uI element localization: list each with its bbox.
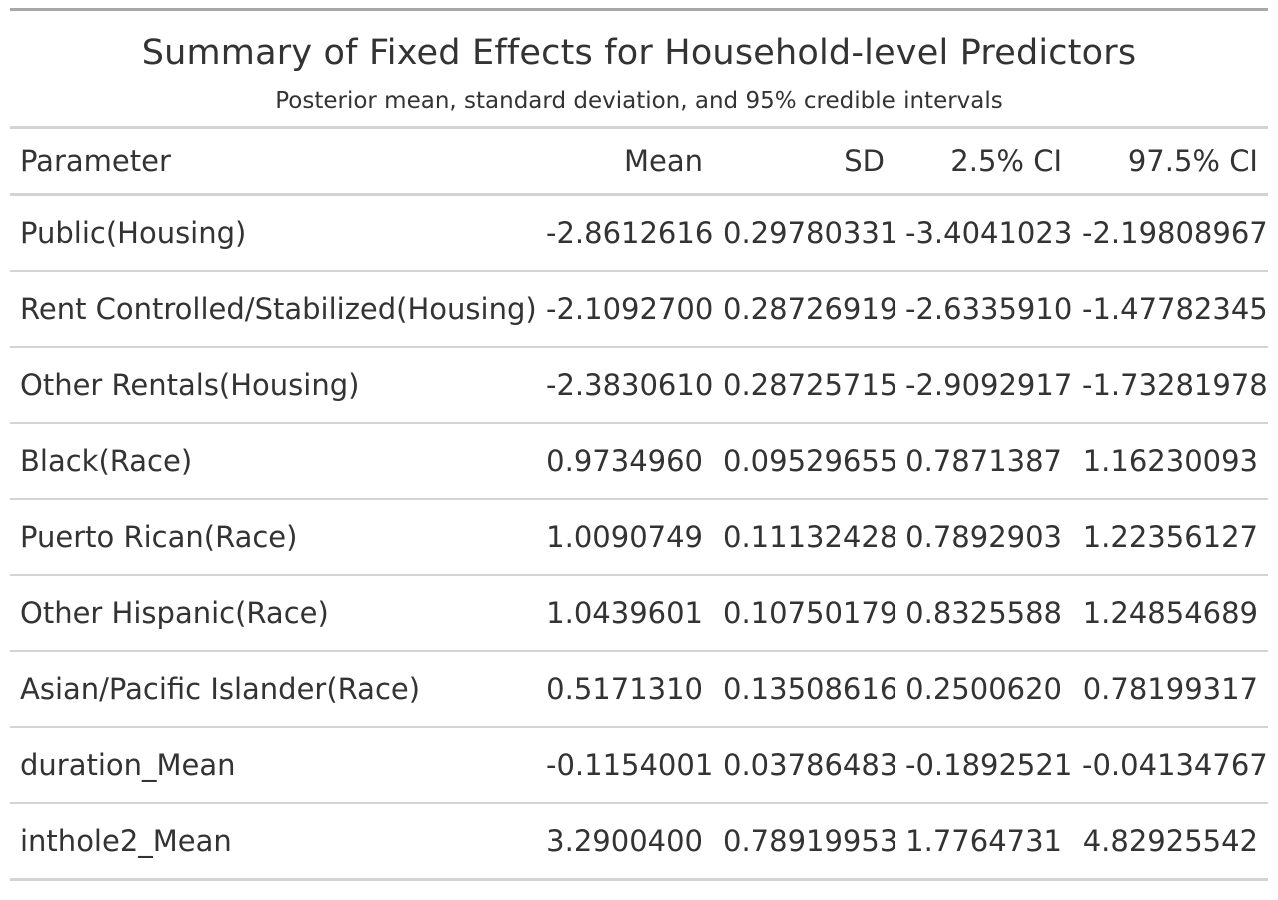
column-header-ci-upper: 97.5% CI bbox=[1072, 129, 1268, 196]
cell-sd: 0.29780331 bbox=[713, 194, 895, 272]
cell-ci-upper: -0.04134767 bbox=[1072, 727, 1268, 804]
table-row: duration_Mean -0.1154001 0.03786483 -0.1… bbox=[10, 727, 1268, 804]
cell-sd: 0.09529655 bbox=[713, 423, 895, 500]
cell-mean: -2.8612616 bbox=[536, 194, 713, 272]
cell-parameter: Puerto Rican(Race) bbox=[10, 499, 536, 576]
cell-parameter: Asian/Pacific Islander(Race) bbox=[10, 651, 536, 728]
cell-ci-lower: -3.4041023 bbox=[895, 194, 1072, 272]
cell-sd: 0.10750179 bbox=[713, 575, 895, 652]
cell-ci-lower: -2.9092917 bbox=[895, 347, 1072, 424]
cell-ci-lower: 1.7764731 bbox=[895, 803, 1072, 881]
cell-parameter: duration_Mean bbox=[10, 727, 536, 804]
cell-parameter: Other Rentals(Housing) bbox=[10, 347, 536, 424]
cell-sd: 0.78919953 bbox=[713, 803, 895, 881]
table-row: Other Rentals(Housing) -2.3830610 0.2872… bbox=[10, 347, 1268, 424]
table-row: Black(Race) 0.9734960 0.09529655 0.78713… bbox=[10, 423, 1268, 500]
cell-mean: 0.5171310 bbox=[536, 651, 713, 728]
cell-ci-upper: -2.19808967 bbox=[1072, 194, 1268, 272]
fixed-effects-table: Parameter Mean SD 2.5% CI 97.5% CI Publi… bbox=[10, 129, 1268, 881]
cell-mean: 1.0439601 bbox=[536, 575, 713, 652]
cell-ci-upper: 0.78199317 bbox=[1072, 651, 1268, 728]
cell-ci-upper: 1.24854689 bbox=[1072, 575, 1268, 652]
column-header-mean: Mean bbox=[536, 129, 713, 196]
table-subtitle: Posterior mean, standard deviation, and … bbox=[275, 88, 1003, 114]
cell-parameter: Other Hispanic(Race) bbox=[10, 575, 536, 652]
cell-sd: 0.28726919 bbox=[713, 271, 895, 348]
cell-sd: 0.11132428 bbox=[713, 499, 895, 576]
cell-mean: 0.9734960 bbox=[536, 423, 713, 500]
cell-mean: 1.0090749 bbox=[536, 499, 713, 576]
summary-table-container: Summary of Fixed Effects for Household-l… bbox=[10, 8, 1268, 881]
column-header-ci-lower: 2.5% CI bbox=[895, 129, 1072, 196]
cell-sd: 0.28725715 bbox=[713, 347, 895, 424]
cell-mean: -2.3830610 bbox=[536, 347, 713, 424]
table-row: Public(Housing) -2.8612616 0.29780331 -3… bbox=[10, 194, 1268, 272]
cell-parameter: Rent Controlled/Stabilized(Housing) bbox=[10, 271, 536, 348]
column-header-sd: SD bbox=[713, 129, 895, 196]
table-row: Asian/Pacific Islander(Race) 0.5171310 0… bbox=[10, 651, 1268, 728]
cell-ci-lower: 0.2500620 bbox=[895, 651, 1072, 728]
cell-parameter: Public(Housing) bbox=[10, 194, 536, 272]
cell-ci-upper: 1.22356127 bbox=[1072, 499, 1268, 576]
cell-ci-lower: -0.1892521 bbox=[895, 727, 1072, 804]
table-row: Rent Controlled/Stabilized(Housing) -2.1… bbox=[10, 271, 1268, 348]
table-row: Other Hispanic(Race) 1.0439601 0.1075017… bbox=[10, 575, 1268, 652]
table-row: inthole2_Mean 3.2900400 0.78919953 1.776… bbox=[10, 803, 1268, 881]
title-rule bbox=[10, 126, 1268, 129]
top-rule bbox=[10, 8, 1268, 11]
cell-ci-lower: -2.6335910 bbox=[895, 271, 1072, 348]
cell-mean: 3.2900400 bbox=[536, 803, 713, 881]
cell-sd: 0.03786483 bbox=[713, 727, 895, 804]
cell-mean: -0.1154001 bbox=[536, 727, 713, 804]
cell-sd: 0.13508616 bbox=[713, 651, 895, 728]
cell-mean: -2.1092700 bbox=[536, 271, 713, 348]
cell-ci-upper: 1.16230093 bbox=[1072, 423, 1268, 500]
cell-ci-upper: -1.47782345 bbox=[1072, 271, 1268, 348]
cell-ci-upper: -1.73281978 bbox=[1072, 347, 1268, 424]
cell-ci-lower: 0.8325588 bbox=[895, 575, 1072, 652]
table-title: Summary of Fixed Effects for Household-l… bbox=[141, 33, 1137, 73]
cell-ci-upper: 4.82925542 bbox=[1072, 803, 1268, 881]
cell-parameter: inthole2_Mean bbox=[10, 803, 536, 881]
table-row: Puerto Rican(Race) 1.0090749 0.11132428 … bbox=[10, 499, 1268, 576]
cell-ci-lower: 0.7892903 bbox=[895, 499, 1072, 576]
header-row: Parameter Mean SD 2.5% CI 97.5% CI bbox=[10, 129, 1268, 196]
column-header-parameter: Parameter bbox=[10, 129, 536, 196]
cell-ci-lower: 0.7871387 bbox=[895, 423, 1072, 500]
cell-parameter: Black(Race) bbox=[10, 423, 536, 500]
